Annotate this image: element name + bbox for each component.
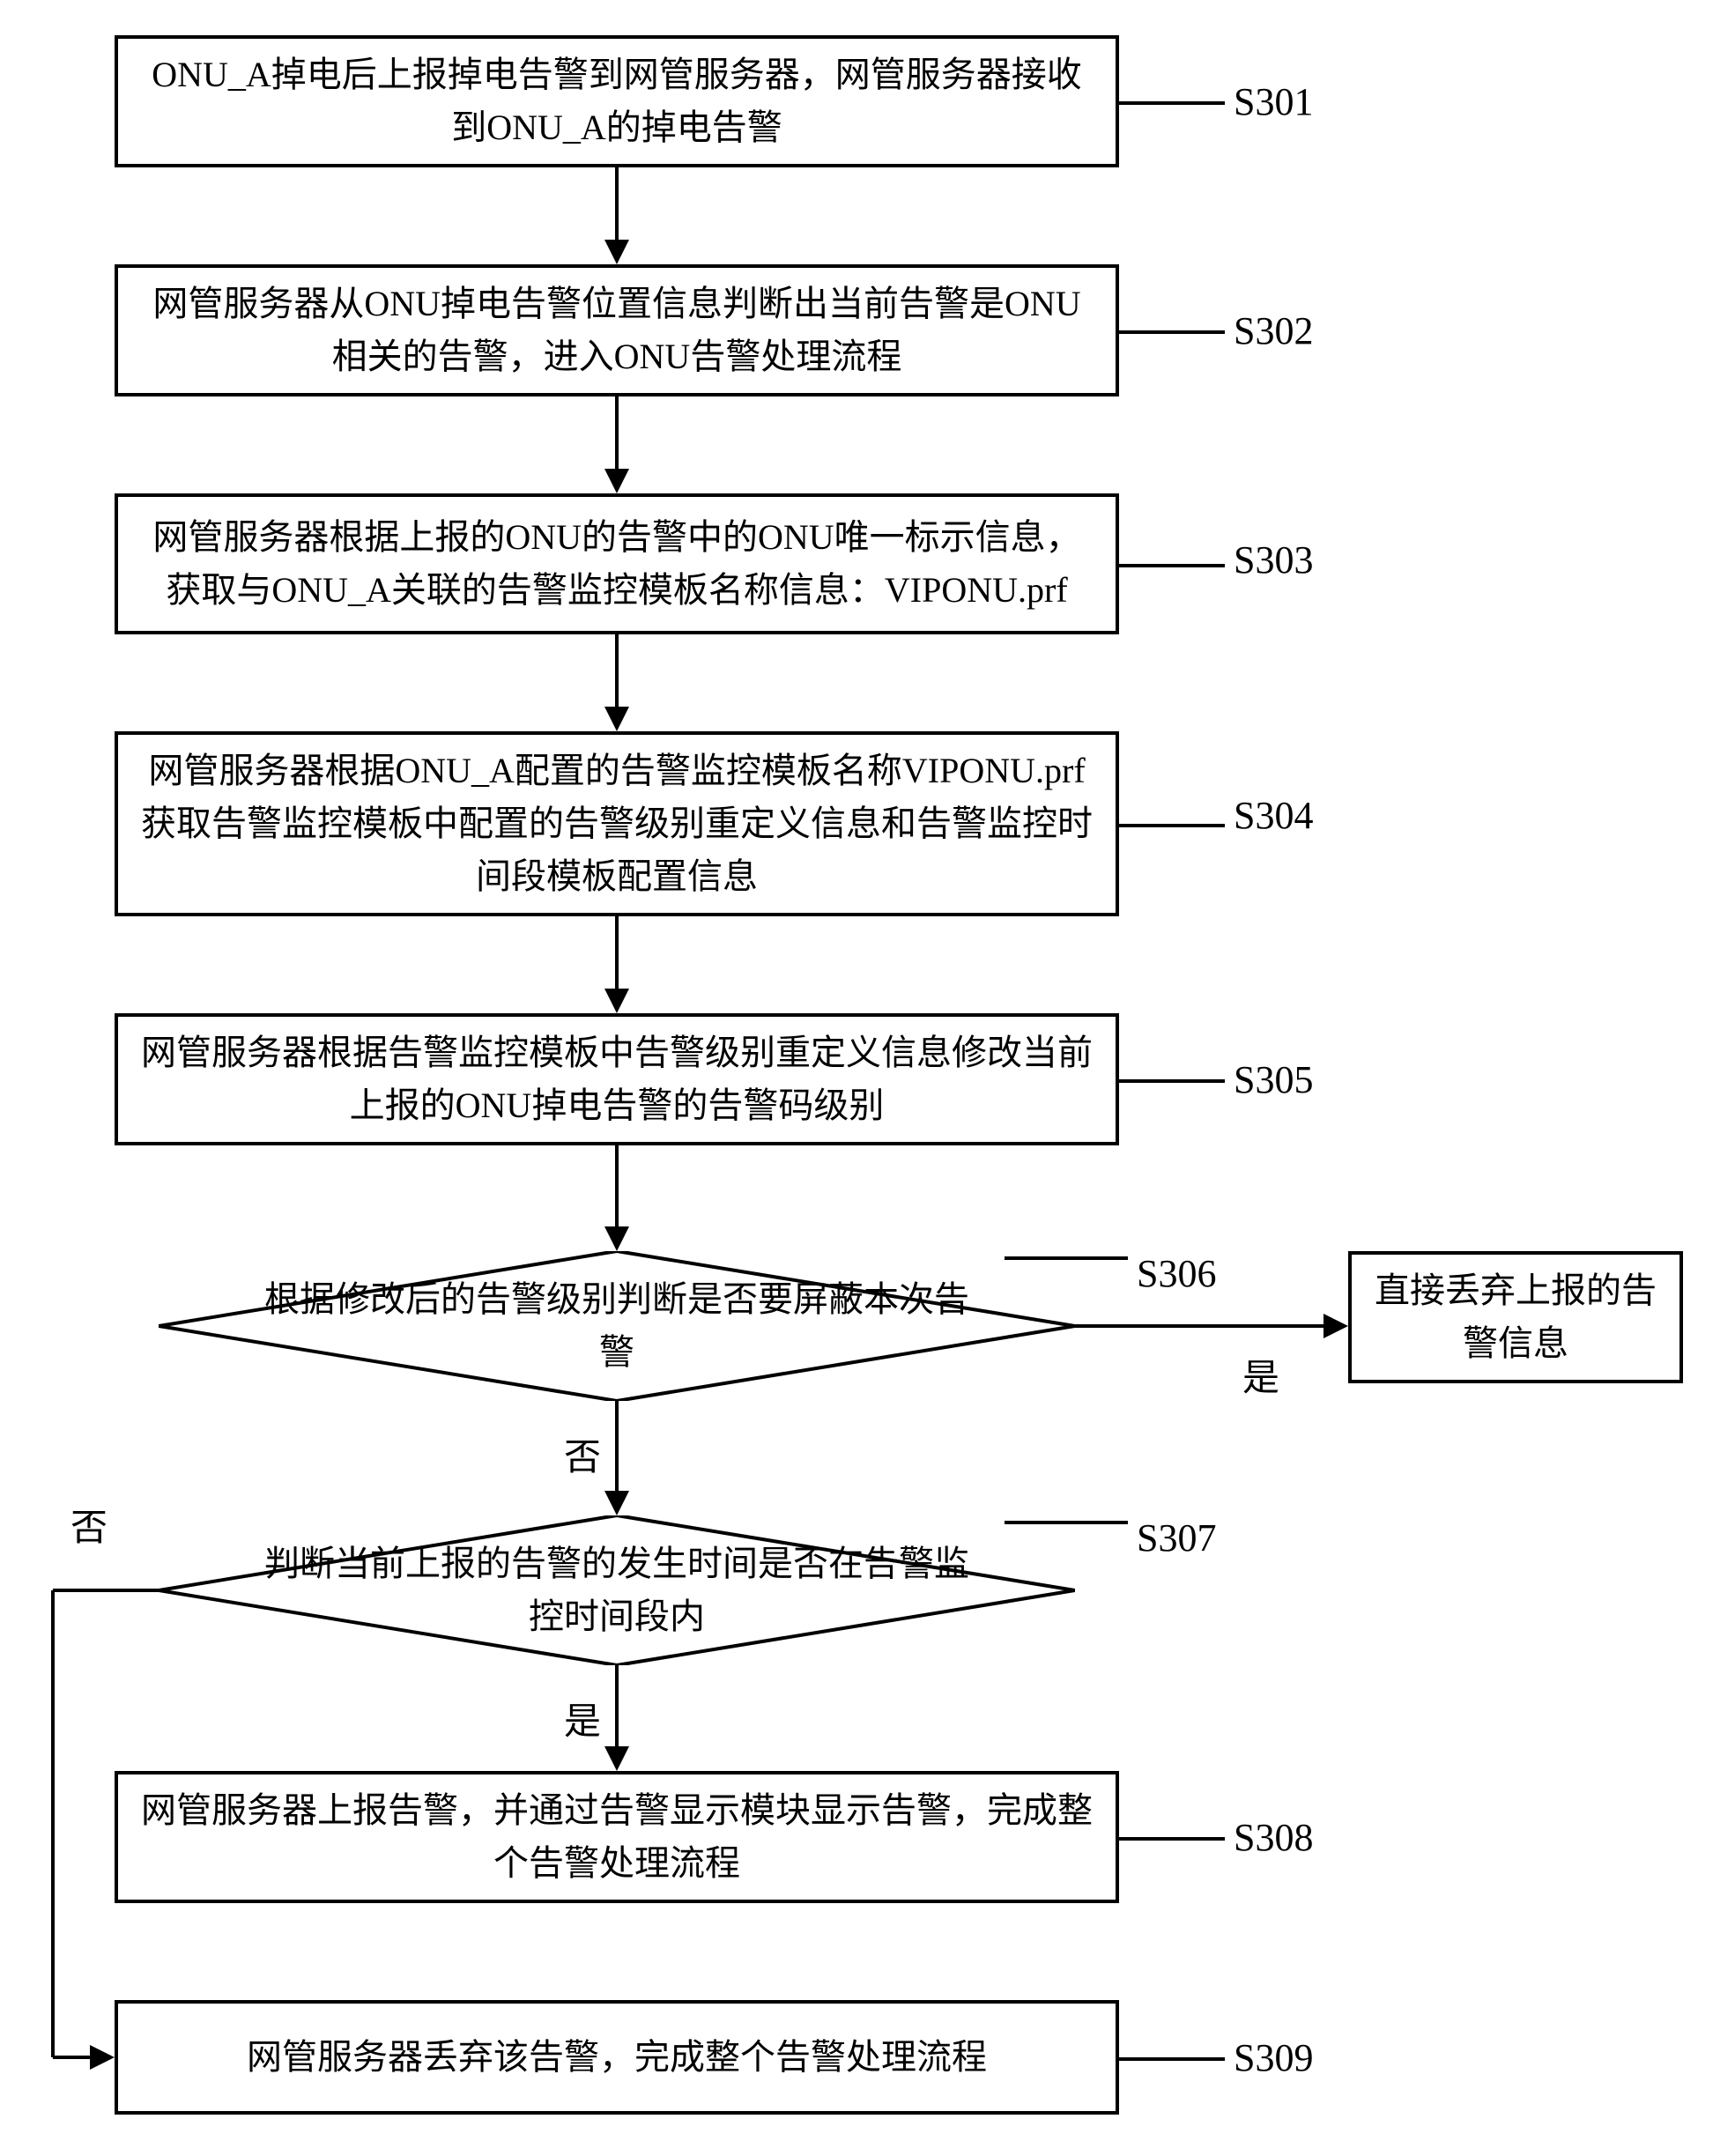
- step-label-s308: S308: [1234, 1815, 1313, 1860]
- edge-label-s306_yes: 是: [1242, 1348, 1279, 1402]
- step-label-s304: S304: [1234, 793, 1313, 838]
- edge: [615, 1665, 619, 1748]
- flow-decision-text: 判断当前上报的告警的发生时间是否在告警监控时间段内: [264, 1537, 969, 1643]
- arrowhead-icon: [604, 707, 629, 731]
- flow-box-s309: 网管服务器丢弃该告警，完成整个告警处理流程: [115, 2000, 1119, 2115]
- arrowhead-icon: [604, 989, 629, 1013]
- step-label-s306: S306: [1137, 1251, 1216, 1296]
- step-label-s303: S303: [1234, 537, 1313, 582]
- flow-box-s308: 网管服务器上报告警，并通过告警显示模块显示告警，完成整个告警处理流程: [115, 1771, 1119, 1903]
- edge: [615, 396, 619, 470]
- flow-box-text: 直接丢弃上报的告警信息: [1373, 1264, 1658, 1370]
- arrowhead-icon: [604, 1746, 629, 1771]
- flow-box-text: ONU_A掉电后上报掉电告警到网管服务器，网管服务器接收到ONU_A的掉电告警: [139, 48, 1094, 154]
- flow-box-text: 网管服务器根据上报的ONU的告警中的ONU唯一标示信息，获取与ONU_A关联的告…: [139, 511, 1094, 617]
- arrowhead-icon: [604, 240, 629, 264]
- edge: [615, 167, 619, 241]
- arrowhead-icon: [1323, 1314, 1348, 1338]
- flow-box-s301: ONU_A掉电后上报掉电告警到网管服务器，网管服务器接收到ONU_A的掉电告警: [115, 35, 1119, 167]
- flow-box-s303: 网管服务器根据上报的ONU的告警中的ONU唯一标示信息，获取与ONU_A关联的告…: [115, 493, 1119, 634]
- arrowhead-icon: [604, 469, 629, 493]
- flow-decision-text: 根据修改后的告警级别判断是否要屏蔽本次告警: [264, 1273, 969, 1379]
- step-label-s305: S305: [1234, 1057, 1313, 1102]
- step-label-s302: S302: [1234, 308, 1313, 353]
- edge-label-s306_no: 否: [564, 1427, 601, 1481]
- step-label-s301: S301: [1234, 79, 1313, 124]
- flow-box-text: 网管服务器丢弃该告警，完成整个告警处理流程: [247, 2031, 987, 2084]
- flow-decision-s307: 判断当前上报的告警的发生时间是否在告警监控时间段内: [159, 1515, 1075, 1665]
- flow-box-text: 网管服务器根据ONU_A配置的告警监控模板名称VIPONU.prf获取告警监控模…: [139, 745, 1094, 903]
- edge-label-s307_yes: 是: [564, 1692, 601, 1745]
- arrowhead-icon: [90, 2045, 115, 2070]
- edge-label-s307_no: 否: [70, 1498, 108, 1552]
- edge: [615, 1401, 619, 1493]
- flow-box-discard: 直接丢弃上报的告警信息: [1348, 1251, 1683, 1383]
- edge: [615, 916, 619, 990]
- arrowhead-icon: [604, 1226, 629, 1251]
- flow-decision-s306: 根据修改后的告警级别判断是否要屏蔽本次告警: [159, 1251, 1075, 1401]
- edge: [1075, 1324, 1325, 1328]
- flow-box-text: 网管服务器上报告警，并通过告警显示模块显示告警，完成整个告警处理流程: [139, 1784, 1094, 1890]
- step-label-s307: S307: [1137, 1515, 1216, 1560]
- flow-box-s302: 网管服务器从ONU掉电告警位置信息判断出当前告警是ONU相关的告警，进入ONU告…: [115, 264, 1119, 396]
- step-label-s309: S309: [1234, 2035, 1313, 2080]
- edge: [615, 634, 619, 708]
- flow-box-s305: 网管服务器根据告警监控模板中告警级别重定义信息修改当前上报的ONU掉电告警的告警…: [115, 1013, 1119, 1145]
- flow-box-text: 网管服务器根据告警监控模板中告警级别重定义信息修改当前上报的ONU掉电告警的告警…: [139, 1026, 1094, 1132]
- arrowhead-icon: [604, 1491, 629, 1515]
- flow-box-s304: 网管服务器根据ONU_A配置的告警监控模板名称VIPONU.prf获取告警监控模…: [115, 731, 1119, 916]
- edge: [615, 1145, 619, 1228]
- flow-box-text: 网管服务器从ONU掉电告警位置信息判断出当前告警是ONU相关的告警，进入ONU告…: [139, 278, 1094, 383]
- flowchart-diagram: ONU_A掉电后上报掉电告警到网管服务器，网管服务器接收到ONU_A的掉电告警 S…: [35, 35, 1700, 2121]
